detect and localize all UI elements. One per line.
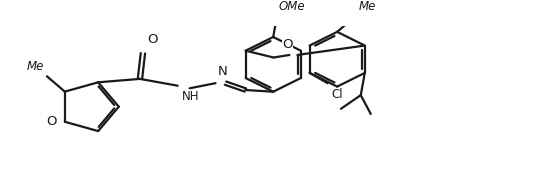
Text: NH: NH: [182, 90, 199, 103]
Text: O: O: [47, 115, 57, 128]
Text: Cl: Cl: [332, 88, 343, 101]
Text: Me: Me: [359, 0, 377, 13]
Text: O: O: [282, 38, 293, 51]
Text: Me: Me: [27, 60, 44, 73]
Text: OMe: OMe: [278, 0, 305, 13]
Text: O: O: [147, 33, 157, 46]
Text: N: N: [218, 65, 227, 78]
